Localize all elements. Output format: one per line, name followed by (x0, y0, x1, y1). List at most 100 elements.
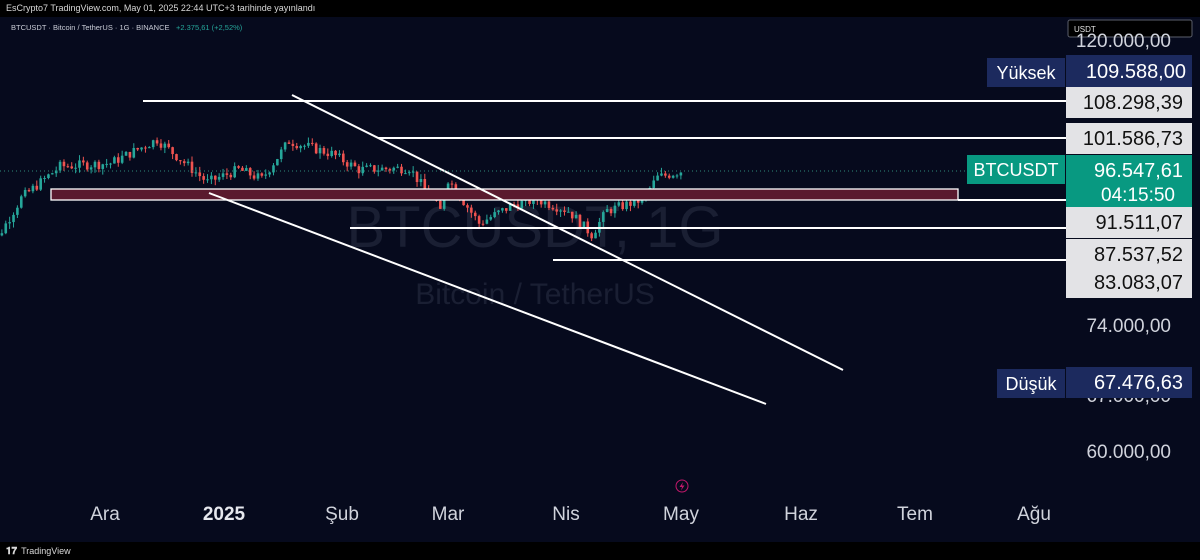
candle (105, 158, 108, 168)
low-label-box (997, 369, 1065, 398)
candle (485, 214, 489, 225)
candle (148, 146, 151, 149)
candle (155, 137, 159, 146)
candle (415, 171, 419, 187)
candle (225, 168, 229, 179)
candle (39, 175, 42, 191)
candle (120, 150, 124, 165)
candle (295, 142, 299, 150)
candle-body (132, 148, 136, 158)
x-tick-ara: Ara (90, 504, 120, 525)
candle-body (43, 178, 46, 180)
candle (353, 160, 357, 167)
candle (675, 173, 679, 179)
candle-body (272, 165, 275, 173)
candle-body (466, 205, 469, 208)
chart-area[interactable]: BTCUSDT, 1G Bitcoin / TetherUS BTCUSDT ·… (0, 17, 1200, 542)
candle (179, 159, 182, 165)
candle (326, 148, 330, 160)
candle (182, 159, 186, 167)
candle-body (489, 217, 493, 220)
candle-body (462, 199, 465, 206)
candle-body (520, 200, 524, 209)
candle (411, 166, 415, 178)
candle (279, 146, 283, 163)
candle-body (74, 167, 77, 169)
bar-countdown: 04:15:50 (1101, 185, 1175, 206)
candle-body (415, 171, 419, 183)
time-axis[interactable]: Ara 2025 Şub Mar Nis May Haz Tem Ağu (90, 479, 1051, 525)
x-tick-agu: Ağu (1017, 504, 1051, 525)
candle-body (101, 164, 105, 169)
candle (404, 169, 407, 175)
candle (190, 156, 194, 177)
low-value-box (1066, 367, 1192, 398)
candle (23, 187, 27, 198)
tv-icon: 𝟏𝟕 (6, 546, 18, 557)
candle-body (217, 176, 221, 180)
candle (489, 214, 493, 221)
candle-body (54, 170, 58, 174)
candle (365, 163, 368, 168)
candle-body (601, 212, 605, 222)
candle (31, 183, 35, 194)
candle-body (237, 166, 240, 168)
candle-body (4, 223, 8, 234)
upper-trendline[interactable] (291, 94, 844, 371)
candle-body (23, 189, 27, 197)
candle (349, 159, 353, 170)
lightning-icon[interactable] (675, 479, 689, 493)
tradingview-logo[interactable]: 𝟏𝟕 TradingView (6, 542, 71, 560)
candle (140, 147, 143, 152)
candle (516, 199, 520, 211)
candle (132, 143, 136, 159)
candle-body (175, 154, 178, 161)
candle (567, 206, 570, 213)
candle-body (233, 166, 236, 178)
candle (473, 210, 477, 221)
level-tag-108298 (1066, 87, 1192, 118)
candle (559, 209, 562, 218)
candle-body (551, 207, 555, 210)
candle-body (365, 165, 368, 167)
candle-body (159, 143, 163, 148)
candle-body (349, 162, 353, 167)
candle-body (656, 175, 659, 181)
candle-body (369, 165, 372, 167)
candle-body (295, 145, 299, 149)
candle-body (516, 204, 520, 209)
candle (667, 173, 671, 180)
candle-body (113, 157, 116, 164)
candle (113, 155, 116, 164)
price-chart[interactable]: BTCUSDT, 1G Bitcoin / TetherUS BTCUSDT ·… (0, 17, 1200, 542)
candle (303, 144, 306, 150)
candle-body (299, 146, 302, 149)
candle-body (563, 210, 566, 212)
lower-trendline[interactable] (208, 192, 767, 405)
candle-body (570, 211, 574, 219)
candle-body (338, 153, 341, 156)
price-axis[interactable]: USDT 120.000,00 74.000,00 67.000,00 60.0… (967, 17, 1200, 517)
support-zone[interactable] (50, 188, 959, 201)
candle (481, 220, 485, 227)
candle (66, 163, 70, 168)
candle-body (679, 172, 683, 176)
candle (89, 165, 93, 174)
candle (299, 144, 302, 153)
candle (62, 159, 66, 171)
candle-body (213, 175, 217, 180)
candle-body (148, 147, 151, 149)
candle-body (582, 221, 586, 228)
currency-selector[interactable] (1067, 19, 1193, 38)
candle-body (16, 207, 19, 215)
candle (310, 138, 314, 146)
candle (210, 172, 213, 185)
x-tick-mar: Mar (432, 504, 465, 525)
candle (175, 153, 178, 162)
level-tag-91511 (1066, 207, 1192, 238)
candle (264, 169, 268, 179)
candle-body (307, 142, 310, 146)
candle (245, 165, 248, 172)
candle-body (82, 160, 85, 163)
candle-body (555, 209, 559, 212)
